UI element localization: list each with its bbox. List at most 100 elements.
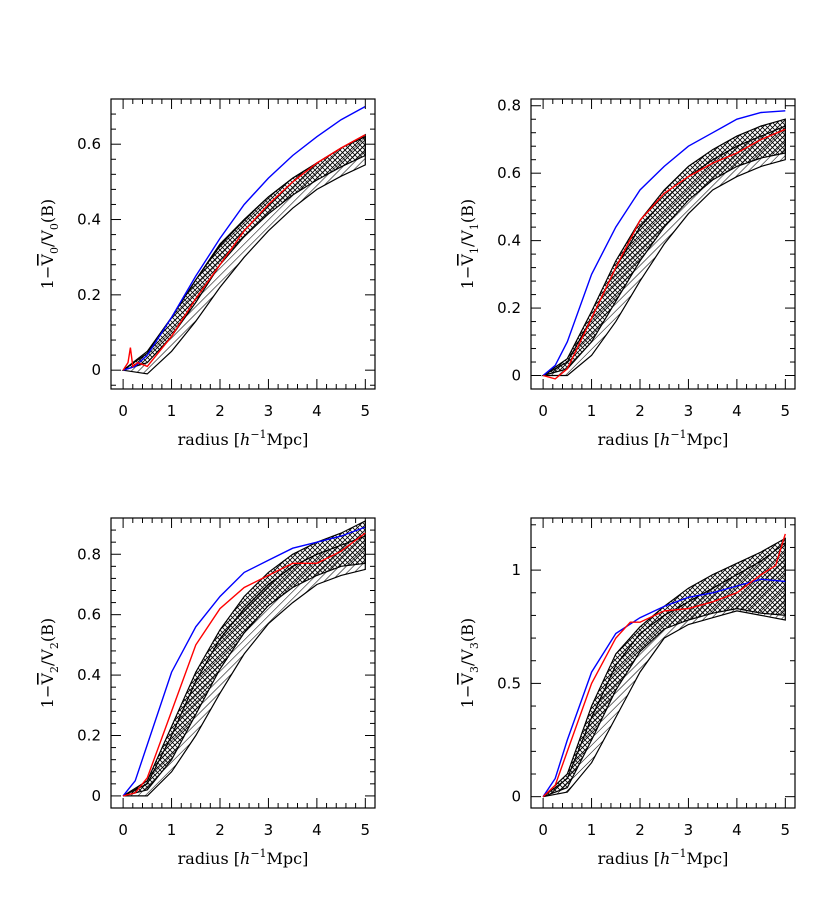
- x-axis-label-text: radius [: [598, 430, 660, 449]
- x-axis-label-h: h: [660, 430, 670, 449]
- x-axis-label-h: h: [240, 849, 250, 868]
- y-tick-label: 0: [511, 788, 521, 806]
- y-tick-label: 0: [91, 361, 101, 379]
- x-tick-label: 3: [684, 402, 694, 420]
- x-axis-label-h: h: [660, 849, 670, 868]
- x-tick-label: 4: [312, 402, 322, 420]
- y-axis-label-mid: /V: [458, 649, 477, 666]
- y-tick-label: 0.2: [497, 299, 521, 317]
- y-axis-label-prefix: 1−: [458, 266, 477, 290]
- plot-frame-1: [530, 98, 796, 390]
- x-tick-label: 2: [635, 821, 645, 839]
- x-tick-label: 1: [167, 402, 177, 420]
- y-axis-label-sub2: 2: [48, 642, 61, 649]
- y-tick-label: 0.4: [497, 232, 521, 250]
- x-axis-label-sup: −1: [670, 428, 686, 441]
- y-axis-label-sub: 0: [48, 247, 61, 254]
- y-axis-label-prefix: 1−: [38, 685, 57, 709]
- y-tick-label: 1: [511, 561, 521, 579]
- x-tick-label: 5: [781, 821, 791, 839]
- x-axis-label-unit: Mpc]: [267, 430, 309, 449]
- y-axis-label-sub2: 1: [468, 223, 481, 230]
- y-axis-label: 1−V2/V2(B): [38, 618, 61, 708]
- y-axis-label-vbar: V: [38, 673, 57, 686]
- x-axis-label-unit: Mpc]: [687, 849, 729, 868]
- series-line-1-0: [542, 110, 786, 377]
- series-line-0-1: [122, 134, 366, 371]
- x-axis-label-text: radius [: [598, 849, 660, 868]
- plot-frame-0: [110, 98, 376, 390]
- y-axis-label-sub: 3: [468, 666, 481, 673]
- x-tick-label: 4: [312, 821, 322, 839]
- y-tick-label: 0.8: [77, 545, 101, 563]
- band-cross-2-1: [122, 520, 366, 797]
- x-tick-label: 3: [264, 402, 274, 420]
- y-tick-label: 0: [511, 367, 521, 385]
- x-tick-label: 2: [215, 821, 225, 839]
- y-axis-label-suffix: (B): [38, 618, 57, 642]
- x-tick-label: 3: [264, 821, 274, 839]
- y-axis-label-vbar: V: [38, 254, 57, 267]
- x-tick-label: 4: [732, 402, 742, 420]
- y-axis-label-sub: 1: [468, 247, 481, 254]
- y-axis-label: 1−V0/V0(B): [38, 199, 61, 289]
- x-tick-label: 5: [781, 402, 791, 420]
- x-tick-label: 0: [538, 402, 548, 420]
- x-axis-label-sup: −1: [250, 847, 266, 860]
- band-cross-0-1: [122, 133, 366, 371]
- series-line-0-0: [122, 105, 366, 371]
- y-axis-label-prefix: 1−: [38, 266, 57, 290]
- series-line-2-0: [122, 526, 366, 797]
- x-axis-label: radius [h−1Mpc]: [178, 847, 309, 868]
- y-tick-label: 0: [91, 787, 101, 805]
- x-axis-label-sup: −1: [670, 847, 686, 860]
- y-tick-label: 0.6: [77, 606, 101, 624]
- x-tick-label: 4: [732, 821, 742, 839]
- x-tick-label: 2: [215, 402, 225, 420]
- series-line-3-0: [542, 578, 786, 798]
- y-axis-label-prefix: 1−: [458, 685, 477, 709]
- y-tick-label: 0.6: [77, 135, 101, 153]
- x-axis-label-text: radius [: [178, 849, 240, 868]
- band-cross-3-1: [542, 537, 786, 798]
- y-tick-label: 0.8: [497, 97, 521, 115]
- plot-frame-3: [530, 517, 796, 809]
- x-axis-label: radius [h−1Mpc]: [178, 428, 309, 449]
- y-axis-label-mid: /V: [38, 230, 57, 247]
- x-tick-label: 0: [118, 821, 128, 839]
- series-line-1-1: [542, 128, 786, 380]
- y-axis-label-suffix: (B): [458, 618, 477, 642]
- x-tick-label: 0: [538, 821, 548, 839]
- x-tick-label: 0: [118, 402, 128, 420]
- y-axis-label-mid: /V: [38, 649, 57, 666]
- y-tick-label: 0.5: [497, 674, 521, 692]
- x-axis-label-h: h: [240, 430, 250, 449]
- series-line-3-1: [542, 533, 786, 798]
- y-tick-label: 0.2: [77, 727, 101, 745]
- y-axis-label-vbar: V: [458, 254, 477, 267]
- y-axis-label-mid: /V: [458, 230, 477, 247]
- y-tick-label: 0.4: [77, 211, 101, 229]
- x-tick-label: 5: [361, 821, 371, 839]
- x-axis-label: radius [h−1Mpc]: [598, 428, 729, 449]
- y-axis-label: 1−V3/V3(B): [458, 618, 481, 708]
- y-axis-label-suffix: (B): [38, 199, 57, 223]
- x-tick-label: 1: [587, 402, 597, 420]
- y-tick-label: 0.2: [77, 286, 101, 304]
- x-axis-label-unit: Mpc]: [687, 430, 729, 449]
- y-axis-label-suffix: (B): [458, 199, 477, 223]
- y-axis-label-sub: 2: [48, 666, 61, 673]
- y-axis-label-sub2: 0: [48, 223, 61, 230]
- x-tick-label: 2: [635, 402, 645, 420]
- x-tick-label: 1: [587, 821, 597, 839]
- x-tick-label: 5: [361, 402, 371, 420]
- y-tick-label: 0.4: [77, 666, 101, 684]
- y-tick-label: 0.6: [497, 164, 521, 182]
- x-axis-label: radius [h−1Mpc]: [598, 847, 729, 868]
- x-axis-label-unit: Mpc]: [267, 849, 309, 868]
- x-axis-label-text: radius [: [178, 430, 240, 449]
